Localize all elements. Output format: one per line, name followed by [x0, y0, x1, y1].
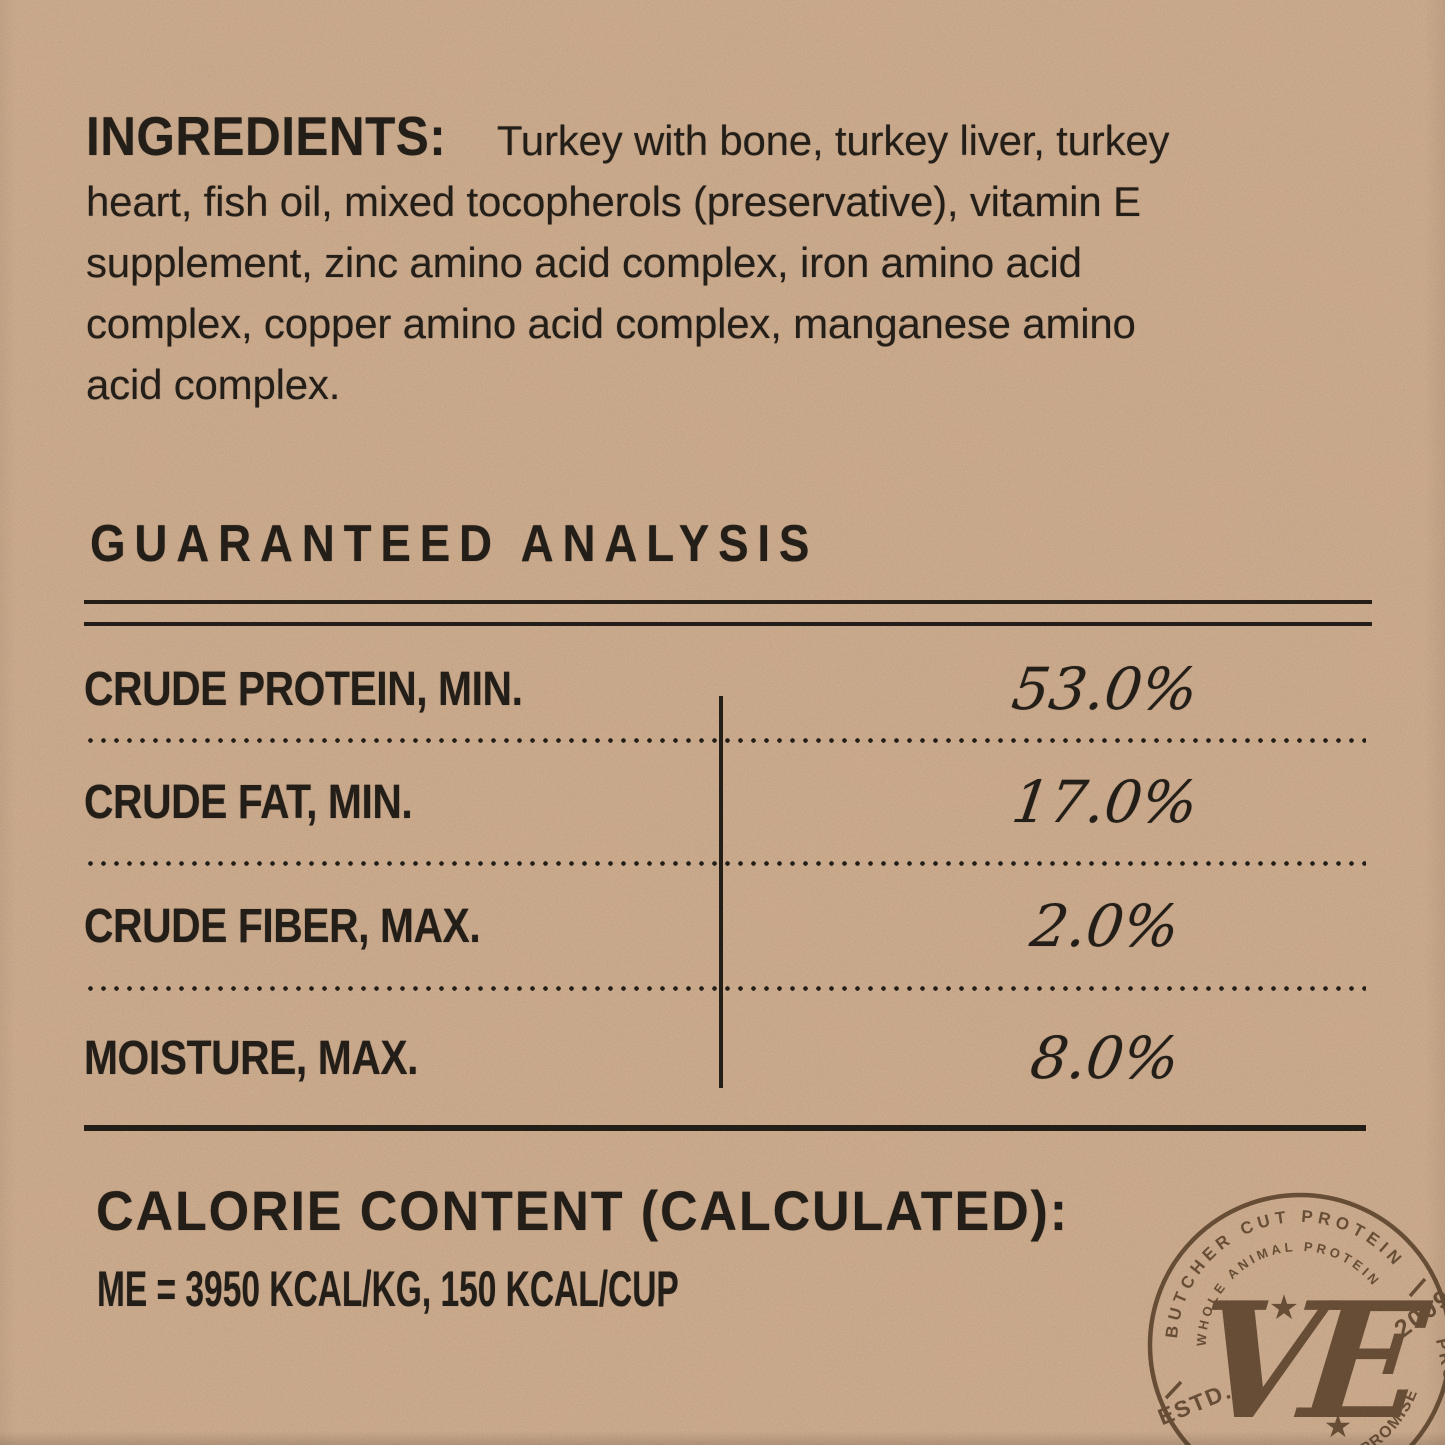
ingredients-text: Turkey with bone, turkey liver, turkey [496, 117, 1170, 164]
stamp-end-slash-left [1164, 1380, 1183, 1400]
row-value: 17.0% [1008, 768, 1202, 836]
stamp-end-slash-right [1408, 1277, 1427, 1298]
row-label-text: CRUDE FAT, MIN. [84, 775, 413, 829]
row-value: 2.0% [1026, 892, 1184, 960]
stamp-edge-arc-text: PROTEIN [1432, 1337, 1445, 1435]
stamp-monogram: VE [1187, 1266, 1438, 1445]
double-rule [84, 600, 1372, 626]
table-row: MOISTURE, MAX. 8.0% [84, 991, 1366, 1125]
row-label: CRUDE FAT, MIN. [84, 775, 844, 830]
guaranteed-analysis-table: CRUDE PROTEIN, MIN. 53.0% CRUDE FAT, MIN… [84, 640, 1366, 1131]
row-label-text: MOISTURE, MAX. [84, 1031, 419, 1085]
guaranteed-analysis-title-text: GUARANTEED ANALYSIS [90, 515, 819, 573]
stamp-star-top-icon: ★ [1269, 1288, 1299, 1328]
guaranteed-analysis-title: GUARANTEED ANALYSIS [90, 515, 918, 573]
stamp-star-bottom-icon: ★ [1324, 1407, 1353, 1445]
table-row: CRUDE FAT, MIN. 17.0% [84, 743, 1366, 861]
calorie-content-title: CALORIE CONTENT (CALCULATED): [96, 1179, 1142, 1242]
row-label: MOISTURE, MAX. [84, 1031, 844, 1086]
dotted-separator [84, 738, 1366, 743]
ingredients-line: INGREDIENTS: Turkey with bone, turkey li… [86, 106, 1366, 171]
column-divider [719, 696, 723, 1088]
ingredients-heading: INGREDIENTS: [86, 105, 447, 167]
ve-stamp: BUTCHER CUT PROTEIN WHOLE ANIMAL PROTEIN… [1147, 1192, 1445, 1445]
stamp-outer-ring [1147, 1192, 1445, 1445]
ingredients-line: complex, copper amino acid complex, mang… [86, 300, 1136, 347]
dotted-separator [84, 986, 1366, 991]
calorie-content-value: ME = 3950 KCAL/KG, 150 KCAL/CUP [97, 1264, 965, 1314]
calorie-content-title-text: CALORIE CONTENT (CALCULATED): [96, 1179, 1069, 1242]
table-row: CRUDE PROTEIN, MIN. 53.0% [84, 640, 1366, 738]
ingredients-line: supplement, zinc amino acid complex, iro… [86, 239, 1082, 286]
row-value: 8.0% [1026, 1024, 1184, 1092]
ingredients-section: INGREDIENTS: Turkey with bone, turkey li… [86, 106, 1366, 415]
dotted-separator [84, 861, 1366, 866]
ingredients-line: heart, fish oil, mixed tocopherols (pres… [86, 178, 1141, 225]
row-label: CRUDE PROTEIN, MIN. [84, 662, 844, 717]
table-bottom-rule [84, 1125, 1366, 1131]
ingredients-line: acid complex. [86, 361, 341, 408]
row-label-text: CRUDE FIBER, MAX. [84, 899, 481, 953]
row-label: CRUDE FIBER, MAX. [84, 899, 844, 954]
table-row: CRUDE FIBER, MAX. 2.0% [84, 866, 1366, 986]
row-value: 53.0% [1008, 655, 1202, 723]
calorie-content-value-text: ME = 3950 KCAL/KG, 150 KCAL/CUP [97, 1261, 679, 1317]
row-label-text: CRUDE PROTEIN, MIN. [84, 662, 523, 716]
